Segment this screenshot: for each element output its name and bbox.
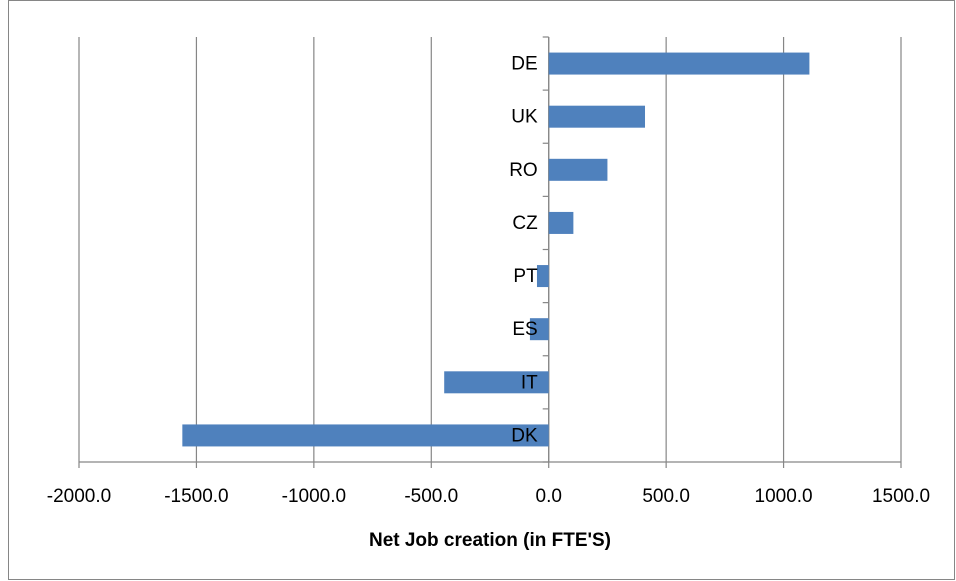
bar (536, 265, 549, 288)
x-tick-label: -1000.0 (282, 486, 346, 507)
bar (444, 371, 549, 394)
bar (182, 424, 549, 447)
y-tick-label: ES (512, 319, 537, 340)
x-tick-label: 500.0 (642, 486, 690, 507)
x-tick-label: 1000.0 (755, 486, 813, 507)
x-axis-label: Net Job creation (in FTE'S) (369, 530, 611, 551)
y-tick-label: DK (511, 425, 538, 446)
chart-border (8, 0, 955, 580)
y-tick-label: UK (511, 107, 538, 128)
x-tick-label: -500.0 (404, 486, 458, 507)
bar (548, 52, 810, 75)
x-tick-label: -2000.0 (47, 486, 111, 507)
x-tick-label: 0.0 (536, 486, 562, 507)
y-tick-label: IT (521, 372, 538, 393)
y-tick-label: RO (509, 160, 538, 181)
x-tick-label: -1500.0 (164, 486, 228, 507)
bar (548, 158, 608, 181)
bar (529, 318, 549, 341)
y-tick-label: CZ (512, 213, 538, 234)
bar (548, 105, 646, 128)
x-tick-label: 1500.0 (872, 486, 930, 507)
y-tick-label: DE (511, 54, 537, 75)
y-tick-label: PT (513, 266, 538, 287)
bar (548, 211, 574, 234)
